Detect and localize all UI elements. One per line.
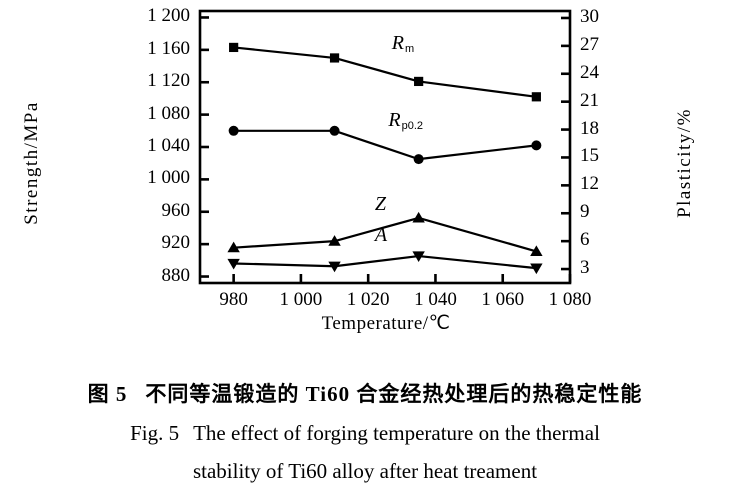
x-axis-tick-label: 1 040 xyxy=(414,289,457,310)
caption-english-text1: The effect of forging temperature on the… xyxy=(193,421,600,445)
caption-chinese-number: 图 5 xyxy=(87,382,128,406)
y-axis-tick-label-right: 24 xyxy=(580,61,599,83)
caption-english-number: Fig. 5 xyxy=(130,421,180,445)
series-Z xyxy=(227,211,543,256)
x-axis-tick-label: 1 000 xyxy=(279,289,323,310)
data-point-triangle-down xyxy=(530,263,543,275)
data-point-triangle-down xyxy=(328,261,341,273)
series-line xyxy=(233,254,537,270)
y-axis-tick-label-right: 27 xyxy=(580,33,599,55)
caption-english-line2: stability of Ti60 alloy after heat tream… xyxy=(0,459,730,484)
y-axis-tick-label-left: 1 200 xyxy=(147,5,190,27)
y-axis-tick-label-right: 21 xyxy=(580,89,599,111)
y-axis-tick-label-left: 1 040 xyxy=(147,135,190,156)
series-line xyxy=(233,46,537,98)
x-axis-tick-label: 980 xyxy=(219,289,248,310)
series-label-Rm: Rm xyxy=(391,31,415,55)
data-point-triangle-up xyxy=(530,245,543,256)
series-Rp0.2 xyxy=(228,125,542,165)
data-point-square xyxy=(229,42,239,53)
chart-svg xyxy=(198,9,572,285)
data-point-square xyxy=(531,92,541,102)
caption-chinese: 图 5 不同等温锻造的 Ti60 合金经热处理后的热稳定性能 xyxy=(0,378,730,408)
series-label-main: Z xyxy=(374,192,387,215)
caption-english-text2: stability of Ti60 alloy after heat tream… xyxy=(192,459,538,483)
y-axis-tick-label-right: 6 xyxy=(580,229,590,251)
y-axis-tick-label-right: 15 xyxy=(580,145,599,167)
series-A xyxy=(227,251,543,275)
series-label-Rp0.2: Rp0.2 xyxy=(388,108,423,132)
series-label-subscript: p0.2 xyxy=(401,119,423,132)
data-point-triangle-up xyxy=(412,211,425,223)
plot-area: Strength/MPa Plasticity/% Temperature/℃ … xyxy=(21,5,695,334)
data-point-square xyxy=(414,76,424,87)
data-point-triangle-up xyxy=(227,241,240,253)
series-label-Z: Z xyxy=(375,193,386,216)
series-label-main: A xyxy=(374,223,388,246)
x-axis-tick-label: 1 060 xyxy=(481,289,525,310)
series-Rm xyxy=(229,42,541,102)
series-line xyxy=(233,216,537,253)
series-label-main: R xyxy=(388,108,401,131)
data-point-square xyxy=(329,53,340,63)
x-axis-title: Temperature/℃ xyxy=(321,313,451,334)
y-axis-tick-label-right: 18 xyxy=(580,117,599,139)
data-point-triangle-down xyxy=(227,258,240,270)
y-axis-tick-label-left: 1 080 xyxy=(147,102,190,124)
series-label-subscript: m xyxy=(404,42,415,55)
y-axis-tick-label-right: 30 xyxy=(580,5,599,27)
y-axis-tick-label-right: 9 xyxy=(580,201,590,223)
y-axis-tick-label-right: 12 xyxy=(580,173,599,195)
caption-english-line1: Fig. 5 The effect of forging temperature … xyxy=(0,421,730,446)
series-label-A: A xyxy=(375,224,387,247)
x-axis-tick-label: 1 080 xyxy=(548,289,592,310)
series-line xyxy=(233,129,537,161)
y-axis-tick-label-left: 1 120 xyxy=(147,70,190,92)
data-point-circle xyxy=(228,125,239,136)
y-axis-tick-label-left: 1 000 xyxy=(147,167,190,189)
y-axis-tick-label-left: 1 160 xyxy=(147,37,190,59)
data-point-triangle-up xyxy=(328,235,341,246)
data-point-circle xyxy=(413,154,424,165)
y-axis-tick-label-left: 960 xyxy=(161,199,191,221)
data-point-circle xyxy=(531,140,542,151)
caption-chinese-text: 不同等温锻造的 Ti60 合金经热处理后的热稳定性能 xyxy=(145,382,643,406)
data-point-circle xyxy=(329,125,340,136)
y-axis-tick-label-left: 920 xyxy=(161,232,191,254)
series-label-main: R xyxy=(391,31,404,54)
y-axis-tick-label-left: 880 xyxy=(161,264,191,286)
data-point-triangle-down xyxy=(412,251,425,263)
x-axis-tick-label: 1 020 xyxy=(346,289,390,310)
y-axis-tick-label-right: 3 xyxy=(580,257,590,279)
